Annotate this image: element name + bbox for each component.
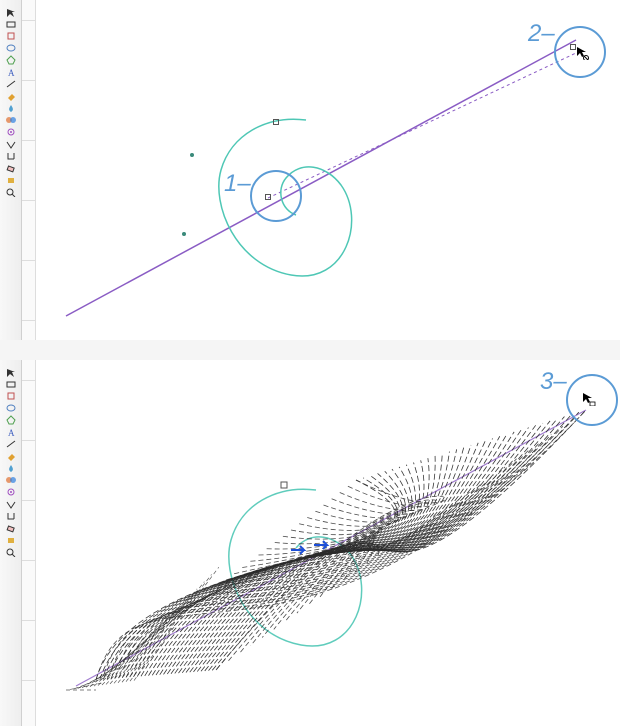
- shape-tool[interactable]: [1, 378, 21, 390]
- badge-3-label: 3–: [540, 368, 567, 396]
- drawing-top: [36, 0, 620, 340]
- fill-tool[interactable]: [1, 90, 21, 102]
- svg-text:A: A: [8, 428, 15, 437]
- arrow-tool[interactable]: [1, 366, 21, 378]
- effects-tool[interactable]: [1, 126, 21, 138]
- ellipse-tool[interactable]: [1, 402, 21, 414]
- erase-tool[interactable]: [1, 162, 21, 174]
- cursor-icon-bottom: [582, 392, 596, 409]
- ruler-tick: [22, 440, 35, 441]
- ruler-bottom: [22, 360, 36, 726]
- arrow-tool[interactable]: [1, 6, 21, 18]
- ruler-tick: [22, 20, 35, 21]
- paint-tool[interactable]: [1, 534, 21, 546]
- ruler-tick: [22, 680, 35, 681]
- text-tool[interactable]: A: [1, 426, 21, 438]
- svg-text:A: A: [8, 68, 15, 77]
- paint-tool[interactable]: [1, 174, 21, 186]
- blend-tool[interactable]: [1, 114, 21, 126]
- handle-spiral-end[interactable]: [273, 119, 279, 125]
- eyedrop-tool[interactable]: [1, 498, 21, 510]
- toolbar-top: A: [0, 0, 22, 340]
- ruler-tick: [22, 260, 35, 261]
- ruler-tick: [22, 80, 35, 81]
- ruler-tick: [22, 380, 35, 381]
- dropper-tool[interactable]: [1, 102, 21, 114]
- crop-tool[interactable]: [1, 150, 21, 162]
- line-tool[interactable]: [1, 78, 21, 90]
- dropper-tool[interactable]: [1, 462, 21, 474]
- erase-tool[interactable]: [1, 522, 21, 534]
- badge-2-label: 2–: [528, 20, 555, 48]
- drawing-bottom: [36, 360, 620, 726]
- eyedrop-tool[interactable]: [1, 138, 21, 150]
- zoom-tool[interactable]: [1, 546, 21, 558]
- handle-center-top[interactable]: [265, 194, 271, 200]
- canvas-top[interactable]: 1– 2–: [36, 0, 620, 340]
- canvas-bottom[interactable]: 3–: [36, 360, 620, 726]
- polygon-tool[interactable]: [1, 54, 21, 66]
- panel-bottom: A 3–: [0, 360, 620, 726]
- fill-tool[interactable]: [1, 450, 21, 462]
- badge-1-circle: [250, 170, 302, 222]
- effects-tool[interactable]: [1, 486, 21, 498]
- line-tool[interactable]: [1, 438, 21, 450]
- ruler-top: [22, 0, 36, 340]
- blend-tool[interactable]: [1, 474, 21, 486]
- shape-tool[interactable]: [1, 18, 21, 30]
- ruler-tick: [22, 500, 35, 501]
- ruler-tick: [22, 560, 35, 561]
- ruler-tick: [22, 620, 35, 621]
- square-tool[interactable]: [1, 390, 21, 402]
- badge-1-label: 1–: [224, 170, 251, 198]
- square-tool[interactable]: [1, 30, 21, 42]
- cursor-icon-top: [576, 46, 590, 63]
- toolbar-bottom: A: [0, 360, 22, 726]
- zoom-tool[interactable]: [1, 186, 21, 198]
- ruler-tick: [22, 140, 35, 141]
- crop-tool[interactable]: [1, 510, 21, 522]
- ruler-tick: [22, 200, 35, 201]
- polygon-tool[interactable]: [1, 414, 21, 426]
- panel-top: A 1– 2–: [0, 0, 620, 340]
- text-tool[interactable]: A: [1, 66, 21, 78]
- ruler-tick: [22, 320, 35, 321]
- ellipse-tool[interactable]: [1, 42, 21, 54]
